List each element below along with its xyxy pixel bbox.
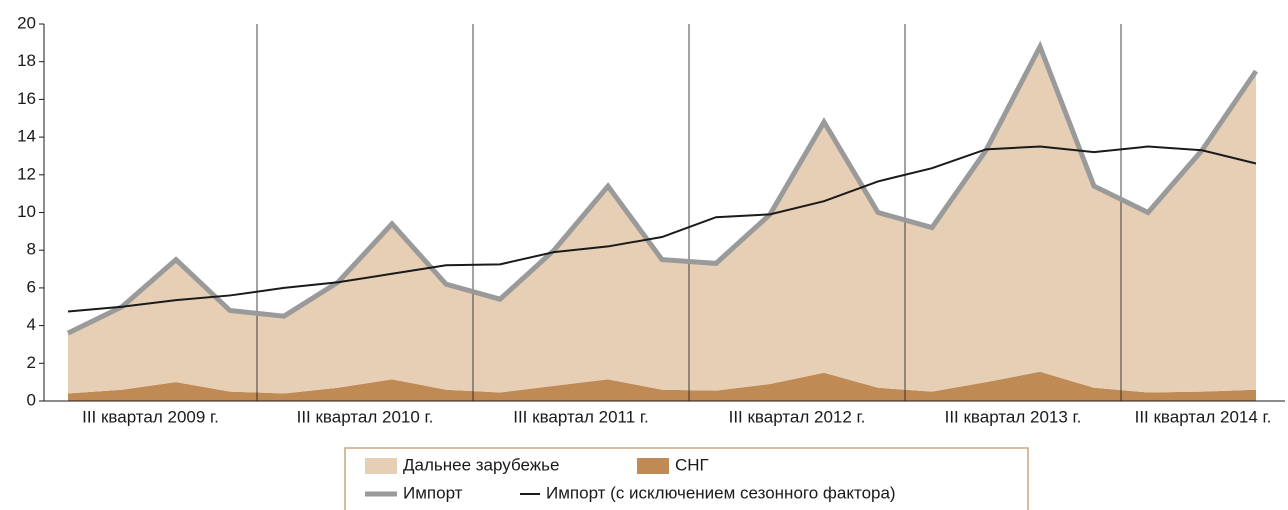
- y-tick-label: 20: [17, 13, 36, 32]
- line: [66, 40, 1259, 336]
- x-tick-label: III квартал 2011 г.: [513, 407, 649, 426]
- area: [68, 371, 1256, 401]
- y-tick-label: 0: [27, 390, 36, 409]
- x-tick-label: III квартал 2013 г.: [945, 407, 1082, 426]
- y-tick-label: 14: [17, 127, 36, 146]
- x-tick-label: III квартал 2012 г.: [729, 407, 866, 426]
- y-tick-label: 6: [27, 277, 36, 296]
- legend-box: [344, 447, 1029, 510]
- y-tick-label: 12: [17, 164, 36, 183]
- legend-label: Дальнее зарубежье: [403, 455, 559, 474]
- y-tick-label: 8: [27, 240, 36, 259]
- legend-swatch: [637, 458, 669, 474]
- y-tick-label: 2: [27, 353, 36, 372]
- x-tick-label: III квартал 2014 г.: [1135, 407, 1272, 426]
- y-tick-label: 18: [17, 51, 36, 70]
- line: [67, 145, 1257, 313]
- legend-label: Импорт (с исключением сезонного фактора): [546, 483, 896, 502]
- y-tick-label: 10: [17, 202, 36, 221]
- y-tick-label: 4: [27, 315, 36, 334]
- y-tick-label: 16: [17, 89, 36, 108]
- x-tick-label: III квартал 2009 г.: [82, 407, 219, 426]
- area: [68, 46, 1256, 394]
- legend-label: Импорт: [403, 483, 463, 502]
- legend-label: СНГ: [675, 455, 709, 474]
- legend-swatch: [365, 458, 397, 474]
- x-tick-label: III квартал 2010 г.: [297, 407, 434, 426]
